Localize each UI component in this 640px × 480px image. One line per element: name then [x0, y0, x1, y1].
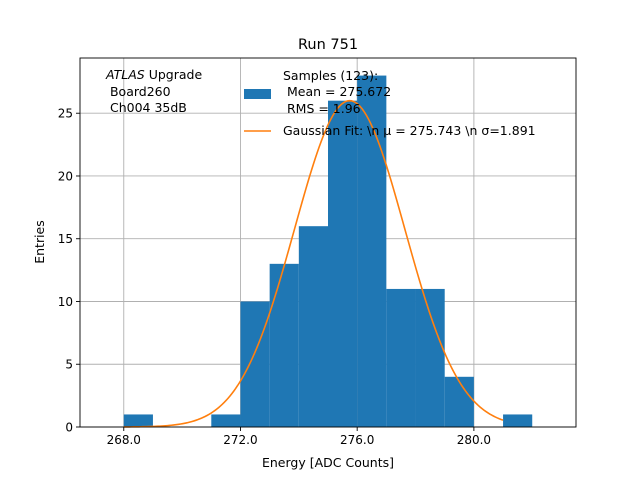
y-tick-label: 15 — [58, 232, 73, 246]
atlas-italic-label: ATLAS — [105, 67, 145, 82]
y-axis-label: Entries — [32, 220, 47, 264]
x-axis-ticks: 268.0 272.0 276.0 280.0 — [107, 427, 491, 447]
legend-samples-line-3: RMS = 1.96 — [283, 101, 361, 116]
gaussian-fit-curve — [123, 99, 504, 428]
histogram-bar — [444, 376, 474, 427]
histogram-bar — [503, 414, 533, 427]
y-tick-label: 20 — [58, 169, 73, 183]
legend-samples-line-2: Mean = 275.672 — [283, 84, 391, 99]
legend-samples-swatch — [244, 89, 271, 99]
histogram-bar — [211, 414, 241, 427]
legend: Samples (123): Mean = 275.672 RMS = 1.96… — [244, 68, 536, 138]
legend-samples-line-1: Samples (123): — [283, 68, 378, 83]
x-tick-label: 272.0 — [223, 433, 257, 447]
x-tick-label: 280.0 — [457, 433, 491, 447]
histogram-bar — [386, 288, 416, 427]
histogram-bar — [328, 100, 358, 428]
histogram-bar — [123, 414, 153, 427]
histogram-bar — [357, 75, 387, 428]
annotation-line-2: Board260 — [106, 84, 171, 99]
annotation-upgrade-text: Upgrade — [145, 67, 203, 82]
y-axis-ticks: 0 5 10 15 20 25 — [58, 107, 80, 435]
histogram-bar — [269, 263, 299, 427]
x-tick-label: 268.0 — [107, 433, 141, 447]
legend-fit-label: Gaussian Fit: \n μ = 275.743 \n σ=1.891 — [283, 123, 536, 138]
histogram-bar — [298, 226, 328, 427]
x-tick-label: 276.0 — [340, 433, 374, 447]
annotation-line-1: ATLAS Upgrade — [105, 67, 202, 82]
y-tick-label: 10 — [58, 295, 73, 309]
x-axis-label: Energy [ADC Counts] — [262, 455, 394, 470]
plot-frame — [79, 57, 577, 428]
annotation-line-3: Ch004 35dB — [106, 100, 187, 115]
y-tick-label: 5 — [65, 358, 73, 372]
atlas-annotation: ATLAS Upgrade Board260 Ch004 35dB — [105, 67, 202, 115]
histogram-bar — [240, 301, 270, 427]
chart-title: Run 751 — [298, 37, 358, 53]
histogram-bars — [123, 75, 533, 428]
y-tick-label: 0 — [65, 421, 73, 435]
histogram-bar — [415, 288, 445, 427]
y-tick-label: 25 — [58, 107, 73, 121]
